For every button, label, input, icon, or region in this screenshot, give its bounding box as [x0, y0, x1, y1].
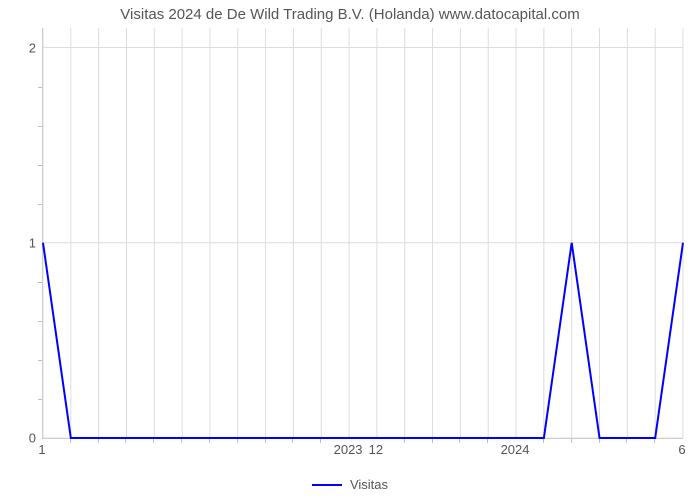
x-minor-tick — [181, 439, 182, 443]
y-minor-tick — [38, 321, 42, 322]
y-minor-tick — [38, 165, 42, 166]
y-minor-tick — [38, 282, 42, 283]
x-minor-tick — [70, 439, 71, 443]
y-minor-tick — [38, 204, 42, 205]
series-line — [43, 243, 683, 438]
x-minor-tick — [459, 439, 460, 443]
x-minor-tick — [98, 439, 99, 443]
y-tick-label: 0 — [0, 431, 36, 446]
x-minor-tick — [543, 439, 544, 443]
x-tick-label: 6 — [678, 442, 685, 457]
y-minor-tick — [38, 87, 42, 88]
y-tick-label: 2 — [0, 40, 36, 55]
legend-label: Visitas — [350, 477, 388, 492]
x-minor-tick — [153, 439, 154, 443]
x-tick-label: 12 — [369, 442, 383, 457]
chart-container: Visitas 2024 de De Wild Trading B.V. (Ho… — [0, 0, 700, 500]
x-minor-tick — [571, 439, 572, 443]
x-minor-tick — [265, 439, 266, 443]
x-tick-label: 2023 — [334, 442, 363, 457]
plot-area — [42, 28, 683, 439]
y-minor-tick — [38, 126, 42, 127]
legend-swatch — [312, 484, 342, 486]
x-minor-tick — [432, 439, 433, 443]
x-minor-tick — [125, 439, 126, 443]
x-minor-tick — [599, 439, 600, 443]
x-minor-tick — [404, 439, 405, 443]
x-minor-tick — [487, 439, 488, 443]
x-minor-tick — [237, 439, 238, 443]
y-minor-tick — [38, 399, 42, 400]
y-minor-tick — [38, 360, 42, 361]
x-tick-label: 2024 — [501, 442, 530, 457]
x-minor-tick — [654, 439, 655, 443]
plot-svg — [43, 28, 683, 438]
x-minor-tick — [320, 439, 321, 443]
x-minor-tick — [209, 439, 210, 443]
x-tick-label: 1 — [38, 442, 45, 457]
legend: Visitas — [0, 477, 700, 492]
y-tick-label: 1 — [0, 235, 36, 250]
x-minor-tick — [292, 439, 293, 443]
chart-title: Visitas 2024 de De Wild Trading B.V. (Ho… — [0, 6, 700, 23]
x-minor-tick — [626, 439, 627, 443]
